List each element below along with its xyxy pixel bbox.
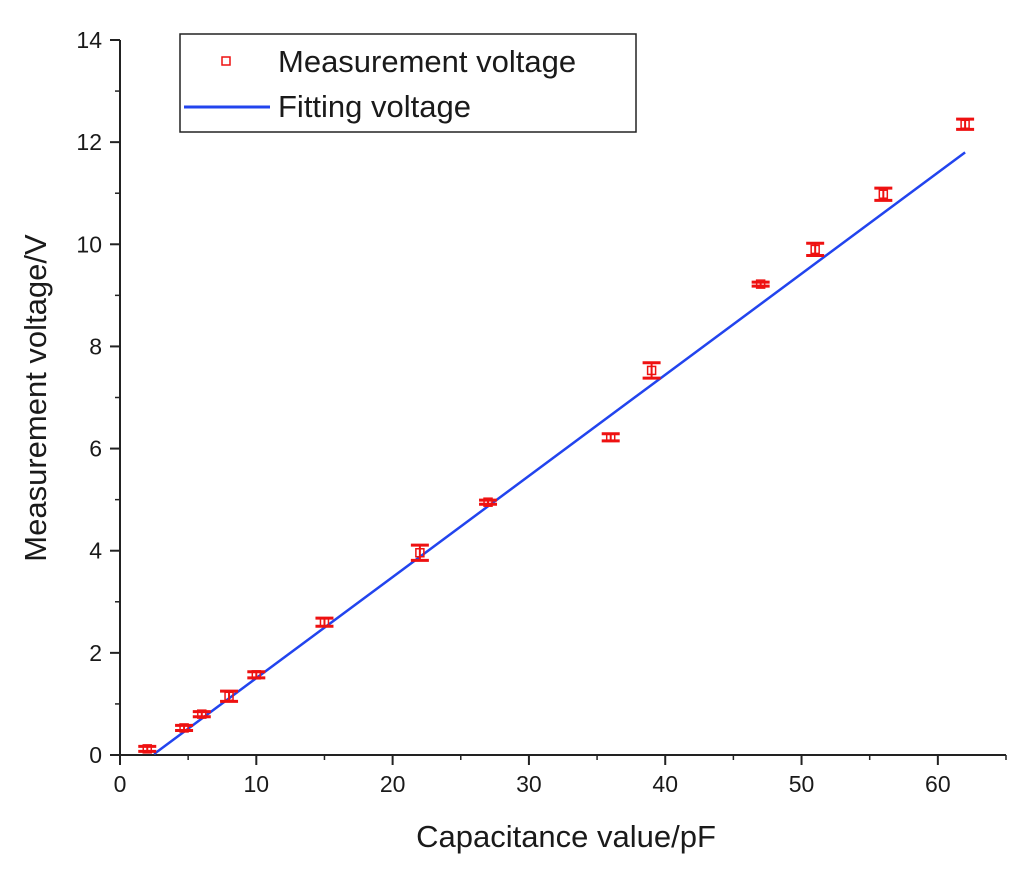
data-point	[220, 689, 239, 703]
data-point	[247, 670, 266, 680]
point-marker	[878, 189, 889, 199]
y-tick-label: 6	[89, 436, 102, 462]
y-tick-label: 8	[89, 333, 102, 359]
x-tick-label: 10	[244, 771, 270, 797]
data-point	[751, 279, 770, 289]
y-tick-label: 0	[89, 742, 102, 768]
point-marker	[142, 744, 153, 754]
data-point	[479, 497, 498, 507]
legend-box	[179, 33, 637, 133]
data-point	[192, 709, 211, 719]
y-tick-label: 14	[76, 27, 102, 53]
point-marker	[415, 548, 425, 558]
data-point	[601, 432, 620, 443]
point-marker	[197, 709, 207, 719]
fit-line-layer	[153, 151, 966, 755]
data-point	[410, 543, 429, 562]
data-point	[806, 241, 825, 258]
point-marker	[251, 670, 262, 680]
y-axis-title: Measurement voltage/V	[18, 234, 53, 562]
x-tick-label: 50	[789, 771, 815, 797]
point-marker	[755, 279, 766, 289]
data-point	[315, 616, 334, 628]
point-marker	[179, 723, 189, 733]
y-tick-label: 2	[89, 640, 102, 666]
legend-label-fitting: Fitting voltage	[278, 89, 471, 124]
data-points-layer	[138, 117, 975, 754]
y-tick-label: 12	[76, 129, 102, 155]
data-point	[956, 117, 975, 131]
point-marker	[646, 365, 657, 376]
x-tick-label: 40	[652, 771, 678, 797]
data-point	[642, 361, 661, 380]
x-tick-label: 30	[516, 771, 542, 797]
fitting-voltage-line	[153, 151, 966, 755]
y-tick-label: 10	[76, 231, 102, 257]
point-marker	[960, 119, 970, 130]
point-marker	[605, 432, 616, 443]
x-tick-label: 0	[114, 771, 127, 797]
data-point	[874, 186, 893, 202]
axes	[119, 40, 1006, 756]
x-tick-label: 60	[925, 771, 951, 797]
x-tick-label: 20	[380, 771, 406, 797]
data-point	[138, 744, 157, 754]
point-marker	[810, 244, 820, 255]
y-tick-label: 4	[89, 538, 102, 564]
legend-label-measurement: Measurement voltage	[278, 44, 576, 79]
legend-marker-measurement	[221, 56, 231, 66]
point-marker	[224, 691, 234, 702]
data-point	[175, 723, 194, 733]
legend: Measurement voltage Fitting voltage	[179, 33, 637, 133]
point-marker	[483, 497, 493, 507]
x-axis-title: Capacitance value/pF	[416, 819, 716, 854]
ticks: 0 10 20 30 40 50 60 0 2 4 6 8 10 12 14	[76, 27, 1007, 797]
point-marker	[319, 617, 330, 627]
